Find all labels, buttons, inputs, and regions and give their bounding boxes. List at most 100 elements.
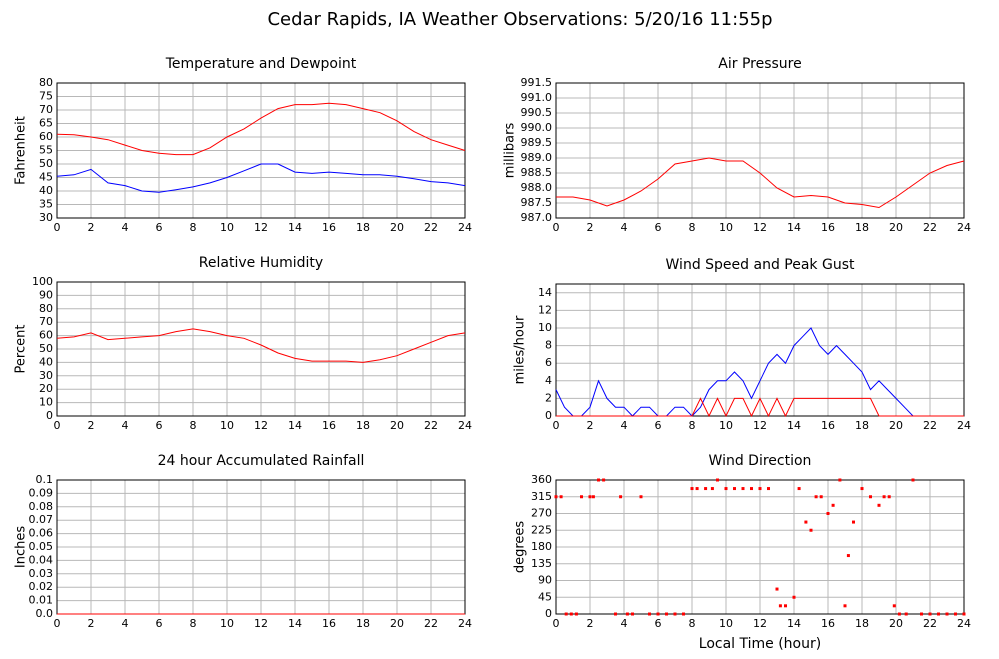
data-point [602,478,606,482]
data-line [556,157,965,209]
y-tick-label: 10 [538,321,552,334]
data-line [555,327,964,417]
y-axis-label: Fahrenheit [14,116,29,185]
x-tick-label: 6 [655,419,662,432]
data-point [920,612,923,616]
plot-frame [555,82,965,219]
data-point [897,612,901,616]
x-tick-label: 10 [719,221,733,234]
data-point [656,612,660,616]
x-tick-label: 12 [753,419,767,432]
x-tick-label: 14 [787,617,801,630]
data-point [690,487,694,491]
x-tick-label: 6 [655,221,662,234]
data-point [882,495,886,499]
x-tick-label: 8 [190,221,197,234]
x-tick-label: 20 [889,419,903,432]
x-tick-label: 0 [54,617,61,630]
x-tick-label: 16 [322,221,336,234]
x-tick-label: 16 [821,419,835,432]
x-tick-label: 14 [288,221,302,234]
data-point [797,487,801,491]
plot-frame [555,283,965,417]
y-tick-label: 270 [531,507,552,520]
x-tick-label: 6 [156,221,163,234]
data-point [704,487,708,491]
y-tick-label: 0.01 [29,594,54,607]
x-tick-label: 20 [390,617,404,630]
y-tick-label: 315 [531,490,552,503]
data-point [574,612,578,616]
x-tick-label: 10 [719,617,733,630]
x-tick-label: 22 [424,419,438,432]
x-tick-label: 24 [458,221,472,234]
data-point [954,612,957,616]
y-tick-label: 989.5 [521,136,553,149]
x-tick-label: 12 [254,617,268,630]
data-point [665,612,668,616]
data-point [673,612,677,616]
y-tick-label: 0.02 [29,580,54,593]
x-tick-label: 18 [855,419,869,432]
x-tick-label: 8 [689,419,696,432]
x-tick-label: 6 [156,419,163,432]
y-tick-label: 988.0 [521,181,553,194]
x-tick-label: 20 [889,617,903,630]
data-point [937,612,940,616]
data-point [784,604,787,608]
x-tick-label: 4 [621,221,628,234]
y-tick-label: 6 [545,356,552,369]
data-point [591,495,595,499]
x-tick-label: 0 [54,221,61,234]
y-tick-label: 225 [531,523,552,536]
data-point [588,495,592,499]
data-point [614,612,617,616]
data-point [597,478,600,482]
y-tick-label: 989.0 [521,151,553,164]
x-tick-label: 10 [719,419,733,432]
data-point [904,612,908,616]
x-tick-label: 0 [553,419,560,432]
y-tick-label: 90 [538,574,552,587]
panel-title: Wind Direction [709,453,812,469]
y-tick-label: 45 [538,590,552,603]
x-tick-label: 2 [587,617,594,630]
x-tick-label: 16 [322,617,336,630]
x-tick-label: 8 [689,221,696,234]
x-tick-label: 24 [957,617,971,630]
x-tick-label: 20 [390,419,404,432]
data-point [631,612,634,616]
data-line [56,328,466,363]
x-tick-label: 4 [621,617,628,630]
x-tick-label: 0 [553,617,560,630]
y-tick-label: 30 [39,211,53,224]
data-point [843,604,847,608]
data-point [887,495,891,499]
y-tick-label: 135 [531,557,552,570]
data-point [564,612,568,616]
x-tick-label: 22 [923,617,937,630]
y-tick-label: 2 [545,391,552,404]
data-point [710,487,714,491]
data-point [911,478,915,482]
data-point [619,495,623,499]
x-tick-label: 18 [356,617,370,630]
x-tick-label: 12 [254,221,268,234]
y-tick-label: 4 [545,374,552,387]
data-point [559,495,563,499]
data-point [724,487,728,491]
x-tick-label: 2 [587,221,594,234]
x-tick-label: 24 [458,617,472,630]
data-point [682,612,685,616]
x-tick-label: 18 [356,221,370,234]
x-tick-label: 20 [889,221,903,234]
y-axis-label: miles/hour [513,315,528,384]
panel-title: Wind Speed and Peak Gust [666,257,855,273]
y-tick-label: 70 [39,315,53,328]
data-line [56,102,466,156]
x-tick-label: 10 [220,617,234,630]
y-tick-label: 100 [32,275,53,288]
x-tick-label: 6 [156,617,163,630]
data-point [814,495,818,499]
